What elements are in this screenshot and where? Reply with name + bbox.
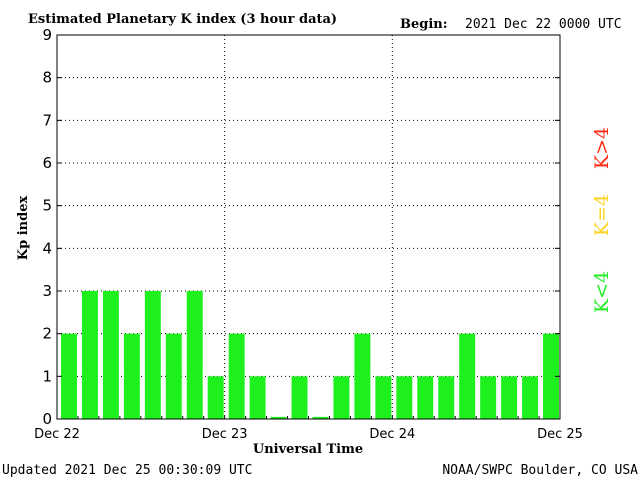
chart-title: Estimated Planetary K index (3 hour data… bbox=[28, 12, 337, 27]
kp-bar bbox=[81, 291, 98, 419]
y-tick-label: 0 bbox=[42, 410, 52, 428]
y-tick-label: 7 bbox=[42, 111, 52, 129]
kp-bar bbox=[354, 333, 371, 419]
x-tick-label: Dec 25 bbox=[537, 427, 583, 442]
kp-bar bbox=[144, 291, 161, 419]
source-credit: NOAA/SWPC Boulder, CO USA bbox=[442, 463, 638, 478]
y-tick-label: 9 bbox=[42, 26, 52, 44]
axes: 0 1 2 3 4 5 6 7 8 9 Dec 22 Dec 23 Dec 24 Dec 25 bbox=[34, 26, 583, 442]
kp-bar bbox=[396, 376, 413, 419]
y-tick-label: 8 bbox=[42, 69, 52, 87]
kp-bar bbox=[501, 376, 518, 419]
begin-value: 2021 Dec 22 0000 UTC bbox=[465, 17, 622, 32]
kp-bar bbox=[270, 416, 287, 419]
kp-bar bbox=[123, 333, 140, 419]
y-tick-label: 1 bbox=[42, 367, 52, 385]
kp-bar bbox=[480, 376, 497, 419]
legend-item: K<4 bbox=[591, 271, 613, 313]
kp-bar bbox=[207, 376, 224, 419]
kp-bar bbox=[312, 416, 329, 419]
kp-bar bbox=[228, 333, 245, 419]
y-axis-label: Kp index bbox=[16, 196, 31, 261]
kp-bar bbox=[438, 376, 455, 419]
updated-timestamp: Updated 2021 Dec 25 00:30:09 UTC bbox=[2, 463, 252, 478]
kp-bar bbox=[186, 291, 203, 419]
kp-bar bbox=[102, 291, 119, 419]
y-tick-label: 2 bbox=[42, 325, 52, 343]
kp-bar bbox=[333, 376, 350, 419]
kp-bar bbox=[291, 376, 308, 419]
kp-bar bbox=[61, 333, 77, 419]
legend: K>4 K=4 K<4 bbox=[591, 127, 613, 313]
y-tick-label: 4 bbox=[42, 239, 52, 257]
legend-item: K=4 bbox=[591, 194, 613, 236]
kp-bar bbox=[459, 333, 476, 419]
plot-frame bbox=[56, 34, 561, 420]
bars bbox=[61, 291, 559, 419]
kp-bar bbox=[165, 333, 182, 419]
kp-bar bbox=[417, 376, 434, 419]
x-axis-label: Universal Time bbox=[253, 442, 363, 457]
begin-label: Begin: bbox=[400, 17, 448, 32]
y-tick-label: 6 bbox=[42, 154, 52, 172]
x-tick-label: Dec 24 bbox=[369, 427, 415, 442]
legend-item: K>4 bbox=[591, 127, 613, 169]
kp-bar bbox=[249, 376, 266, 419]
x-tick-label: Dec 23 bbox=[202, 427, 248, 442]
grid-lines bbox=[57, 35, 560, 419]
kp-bar bbox=[375, 376, 392, 419]
y-tick-label: 5 bbox=[42, 197, 52, 215]
y-tick-label: 3 bbox=[42, 282, 52, 300]
kp-bar bbox=[522, 376, 539, 419]
x-tick-label: Dec 22 bbox=[34, 427, 80, 442]
kp-bar bbox=[543, 333, 559, 419]
